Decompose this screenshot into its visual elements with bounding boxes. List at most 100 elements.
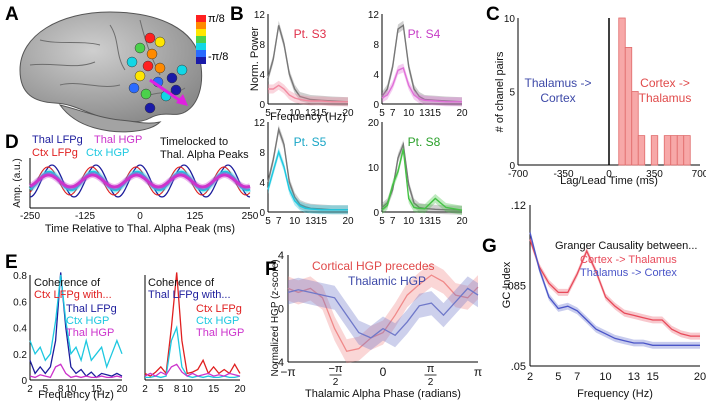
legend-entry: Thal HGP	[66, 327, 114, 339]
y-tick-label: 4	[259, 70, 265, 81]
x-tick-label: 10	[65, 384, 77, 395]
x-tick-label: 15	[208, 384, 220, 395]
x-tick-label: π	[427, 363, 435, 375]
spectrum-subplot: 12 8 4 05 7 10 13 15 20 Pt. S3	[254, 10, 354, 119]
x-tick-label: 7	[390, 216, 396, 227]
y-tick-label: 0	[259, 208, 265, 219]
b-ylabel-top: Norm. Power	[249, 27, 261, 92]
y-axis-label: GC Index	[501, 261, 513, 308]
x-tick-label: π	[474, 365, 482, 379]
y-tick-label: .085	[505, 281, 526, 293]
annotation-line: Timelocked to	[160, 136, 228, 148]
electrode-arrow	[149, 78, 188, 106]
patient-label: Pt. S4	[408, 27, 441, 41]
patient-label: Pt. S5	[294, 135, 327, 149]
y-tick-label: 0.2	[13, 350, 27, 361]
x-tick-label: 7	[390, 108, 396, 119]
x-tick-label: 2	[333, 377, 339, 388]
x-tick-label: 5	[265, 108, 271, 119]
electrode-dot	[144, 32, 156, 44]
x-tick-label: 0	[380, 365, 387, 379]
left-direction-label: Cortex	[540, 91, 575, 105]
electrode-dot	[128, 82, 140, 94]
x-tick-label: 2	[27, 384, 33, 395]
y-tick-label: 12	[254, 118, 266, 129]
series-line	[29, 363, 123, 379]
x-tick-label: 13	[419, 216, 431, 227]
series-band	[288, 276, 478, 350]
x-tick-label: 5	[43, 384, 49, 395]
y-tick-label: 0	[259, 100, 265, 111]
y-tick-label: 4	[278, 250, 284, 262]
series-line	[287, 287, 479, 339]
y-tick-label: 0	[21, 376, 27, 387]
series-band	[382, 20, 462, 107]
colorbar-top-label: π/8	[208, 13, 225, 25]
x-tick-label: 10	[289, 216, 301, 227]
x-axis-label: Frequency (Hz)	[38, 389, 114, 401]
series-line	[381, 148, 463, 211]
legend-entry: Thal LFPg	[66, 303, 117, 315]
x-tick-label: 10	[182, 384, 194, 395]
legend-entry: Ctx HGP	[86, 147, 129, 159]
y-tick-label: 10	[504, 14, 516, 25]
y-tick-label: 0.6	[13, 297, 27, 308]
series-band	[268, 80, 348, 107]
x-tick-label: 7	[574, 371, 580, 383]
legend-entry: Cortex -> Thalamus	[580, 254, 677, 266]
electrode-dot	[142, 60, 154, 72]
timelocked-chart: -250 -125 0 125 250 Time Relative to Thal. Al…	[12, 134, 259, 235]
x-tick-label: -125	[75, 211, 95, 222]
series-line	[268, 84, 348, 103]
histogram-bar	[650, 135, 659, 166]
panel-letter-f: F	[265, 259, 277, 280]
panel-letter-b: B	[230, 4, 244, 25]
chart-title: Granger Causality between...	[555, 240, 697, 252]
right-direction-label: Thalamus	[639, 91, 692, 105]
y-tick-label: 0	[278, 304, 284, 316]
granger-chart: .12 .085 .052 5 7 10 13 15 20 Frequency (Hz) GC In…	[501, 200, 706, 400]
series-line	[267, 149, 348, 211]
x-tick-label: 5	[379, 108, 385, 119]
x-tick-label: 20	[234, 384, 246, 395]
histogram-bar	[624, 47, 633, 166]
x-tick-label: 125	[187, 211, 204, 222]
x-tick-label: 15	[316, 216, 328, 227]
series-band	[288, 263, 478, 364]
y-tick-label: 4	[373, 70, 379, 81]
legend-entry: Thal LFPg	[32, 134, 83, 146]
series-band	[268, 20, 348, 107]
series-line	[267, 25, 349, 103]
series-line	[529, 232, 700, 346]
spectrum-subplot: 20 10 05 7 10 13 15 20 Pt. S8	[368, 118, 468, 227]
legend-entry: Thalamic HGP	[348, 274, 426, 288]
series-line	[29, 274, 123, 370]
x-tick-label: 20	[456, 108, 468, 119]
right-direction-label: Cortex ->	[640, 76, 690, 90]
x-tick-label: 13	[419, 108, 431, 119]
electrode-dot	[144, 102, 156, 114]
x-axis-label: Thalamic Alpha Phase (radians)	[305, 388, 461, 400]
legend-entry: Ctx LFPg	[196, 303, 242, 315]
x-tick-label: 5	[555, 371, 561, 383]
panel-letter-c: C	[486, 4, 500, 25]
colorbar-bottom-label: -π/8	[208, 51, 228, 63]
series-band	[382, 140, 462, 215]
legend-entry: Thal HGP	[94, 134, 142, 146]
patient-label: Pt. S3	[294, 27, 327, 41]
y-tick-label: 0	[373, 100, 379, 111]
x-axis-label: Time Relative to Thal. Alpha Peak (ms)	[45, 223, 235, 235]
x-tick-label: 15	[430, 108, 442, 119]
legend-entry: Thal HGP	[196, 327, 244, 339]
electrode-dot	[176, 64, 188, 76]
x-tick-label: 20	[456, 216, 468, 227]
y-tick-label: 4	[259, 178, 265, 189]
x-tick-label: 5	[265, 216, 271, 227]
histogram-bar	[670, 135, 678, 166]
x-tick-label: 20	[116, 384, 128, 395]
legend-entry: Ctx LFPg	[32, 147, 78, 159]
phase-colorbar: π/8 -π/8	[196, 13, 228, 64]
electrode-dot	[140, 88, 152, 100]
